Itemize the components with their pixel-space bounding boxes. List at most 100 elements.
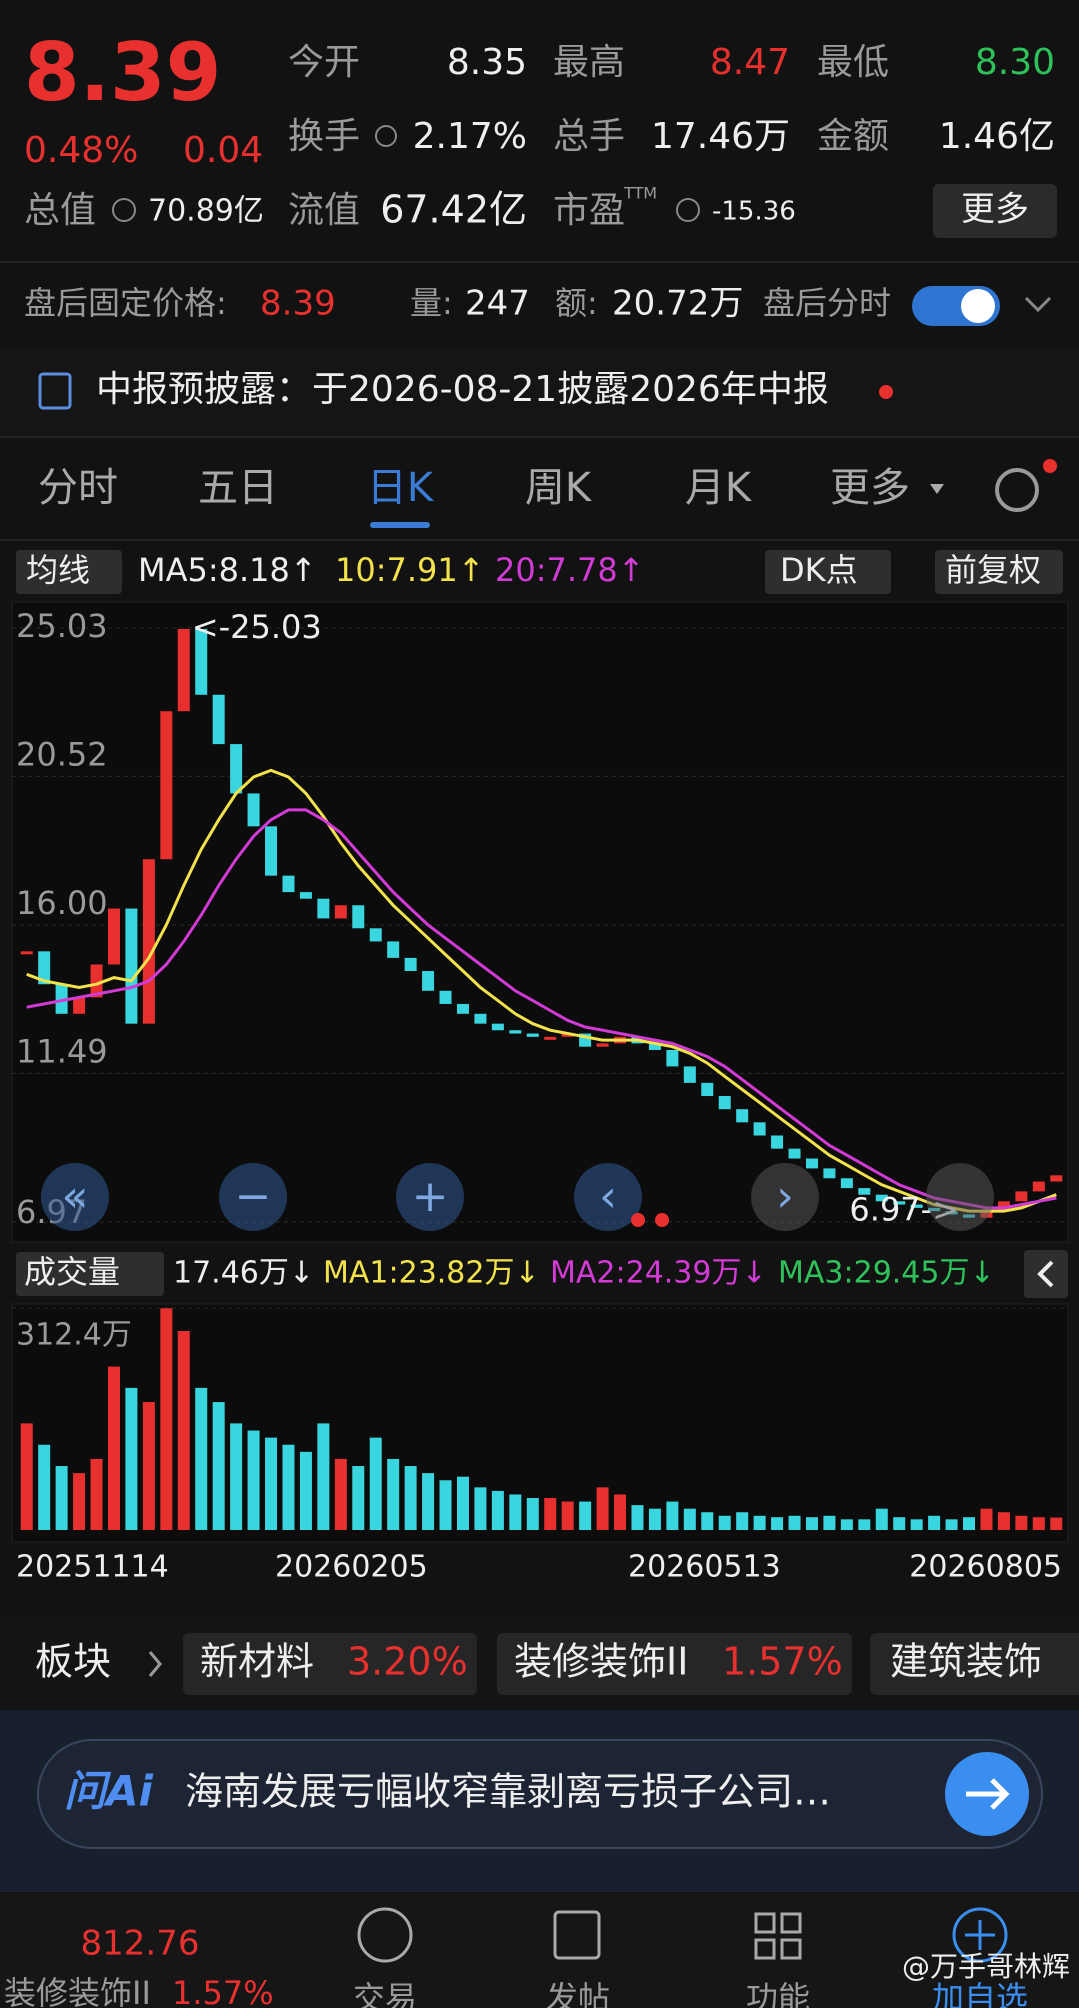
candle (317, 898, 330, 919)
volume-bar (997, 1512, 1010, 1530)
nav-icon: ‹ (599, 1171, 617, 1222)
candle (753, 1122, 766, 1136)
tab[interactable]: 五日 (198, 465, 278, 511)
tab[interactable]: 分时 (38, 465, 118, 511)
selector[interactable] (16, 1252, 164, 1296)
candle (1015, 1191, 1028, 1202)
volume-bar (648, 1508, 661, 1530)
tab[interactable]: 周K (525, 465, 593, 511)
info-icon[interactable] (676, 198, 700, 222)
nav-button[interactable] (574, 1163, 642, 1231)
nav-button[interactable] (41, 1163, 109, 1231)
volume-bar (20, 1423, 33, 1530)
label: 总值 (24, 190, 96, 231)
selector-label: 均线 (26, 551, 90, 589)
volume-bar (1032, 1517, 1045, 1530)
label: 盘后固定价格: (24, 284, 227, 322)
volume-bar (805, 1517, 818, 1530)
volume-bar (160, 1308, 173, 1530)
volume-bar (736, 1512, 749, 1530)
volume-bar (212, 1402, 225, 1530)
change-pct: 0.48% (24, 130, 138, 171)
volume-bar (1015, 1515, 1028, 1530)
candle (90, 964, 103, 998)
label: 盘后分时 (763, 284, 891, 322)
volume-bar (55, 1466, 68, 1530)
volume-bar (265, 1437, 278, 1530)
volume-bar (980, 1508, 993, 1530)
volume-bar (73, 1473, 86, 1530)
dropdown (930, 484, 944, 494)
nav-label[interactable]: 功能 (746, 1979, 810, 2008)
volume-bar (90, 1458, 103, 1530)
ma20: 20:7.78↑ (495, 551, 645, 589)
more-label: 更多 (961, 190, 1029, 230)
candle (718, 1096, 731, 1110)
dot (879, 385, 893, 399)
candle (805, 1158, 818, 1169)
volume-bar (352, 1466, 365, 1530)
ai-input[interactable] (37, 1739, 1043, 1849)
adjust-label: 前复权 (945, 551, 1041, 589)
nav-button[interactable] (219, 1163, 287, 1231)
candle (125, 908, 138, 1024)
label: 今开 (288, 42, 360, 83)
nav-label[interactable]: 发帖 (546, 1979, 610, 2008)
y-tick-label: 20.52 (16, 735, 108, 773)
sector-chip[interactable] (183, 1633, 477, 1695)
vol-ma2: MA2:24.39万↓ (550, 1256, 767, 1291)
sector-label: 板块 (35, 1640, 111, 1684)
value: 8.35 (447, 42, 527, 83)
candle (265, 826, 278, 876)
settings-icon[interactable] (995, 468, 1039, 512)
vol-ma3: MA3:29.45万↓ (778, 1256, 995, 1291)
nav-icon: + (412, 1171, 449, 1222)
candle (561, 1033, 574, 1037)
sector-change: 1.57% (722, 1640, 843, 1684)
nav-button[interactable] (396, 1163, 464, 1231)
info-icon[interactable] (375, 125, 397, 147)
vol-ma1: MA1:23.82万↓ (323, 1256, 540, 1291)
date-label: 20251114 (16, 1550, 169, 1585)
volume-bar (840, 1519, 853, 1530)
candle (107, 908, 120, 965)
dk-button[interactable] (765, 550, 891, 594)
chevron[interactable] (1024, 296, 1052, 313)
sector-chip[interactable] (870, 1633, 1079, 1695)
adjust-button[interactable] (935, 550, 1063, 594)
candle (648, 1043, 661, 1050)
info-icon[interactable] (112, 198, 136, 222)
notice[interactable]: 中报预披露：于2026-08-21披露2026年中报 (96, 369, 829, 410)
collapse-button[interactable] (1024, 1250, 1068, 1298)
selector[interactable] (16, 550, 122, 594)
value: 8.47 (710, 42, 790, 83)
candle (840, 1178, 853, 1189)
sector-chip[interactable] (497, 1633, 852, 1695)
nav-label[interactable]: 加自选 (932, 1979, 1028, 2008)
tab[interactable]: 月K (685, 465, 753, 511)
candle (404, 957, 417, 972)
sector-name: 建筑装饰 (890, 1640, 1042, 1684)
volume-bar (666, 1501, 679, 1530)
bottom-nav (0, 1894, 1079, 2008)
nav-button[interactable] (751, 1163, 819, 1231)
ma-line (26, 768, 1057, 1213)
value: 8.30 (975, 42, 1055, 83)
candle (1050, 1175, 1063, 1182)
more-button[interactable] (933, 184, 1057, 238)
candle (439, 990, 452, 1004)
sector-name: 新材料 (200, 1640, 314, 1684)
func-icon (754, 1912, 802, 1960)
volume-bar (282, 1444, 295, 1530)
kline-area (11, 601, 1069, 1243)
candle (788, 1148, 801, 1159)
tab[interactable]: 更多 (830, 465, 910, 511)
candle (1032, 1181, 1045, 1192)
chevron (148, 1651, 162, 1677)
tab[interactable]: 日K (367, 465, 435, 511)
nav-button[interactable] (926, 1163, 994, 1231)
y-tick-label: 11.49 (16, 1032, 108, 1070)
nav-label[interactable]: 交易 (353, 1979, 417, 2008)
label: 额: (555, 284, 598, 322)
volume-bar (963, 1517, 976, 1530)
